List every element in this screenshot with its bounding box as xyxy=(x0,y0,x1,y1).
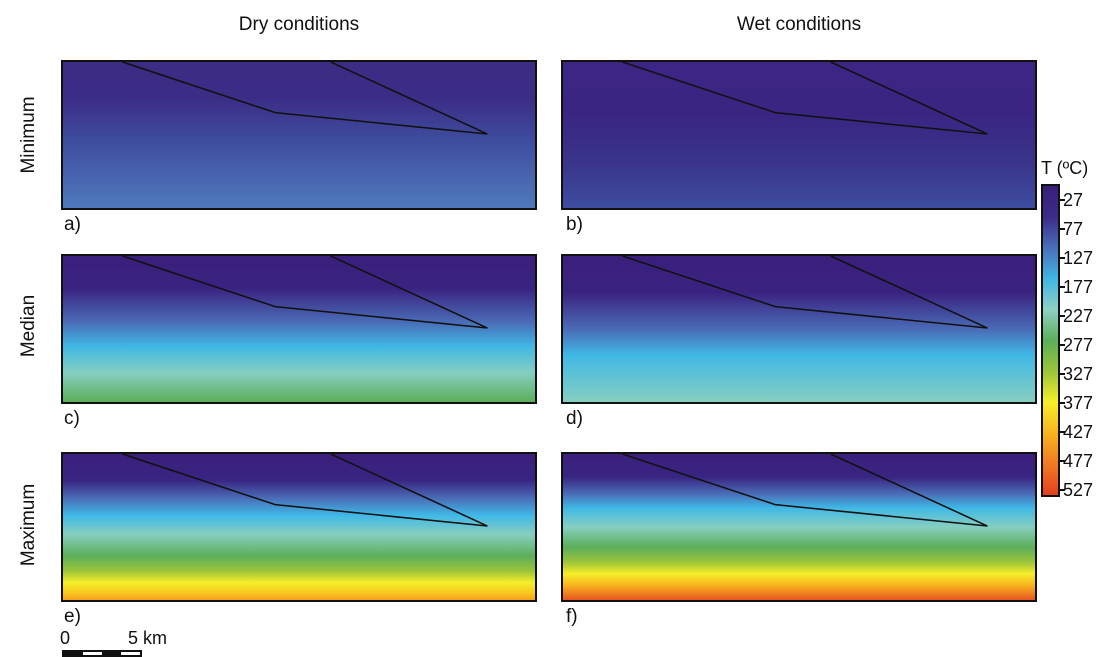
panel-label-c: c) xyxy=(64,408,80,429)
temperature-field-d xyxy=(563,256,1035,402)
panel-label-d: d) xyxy=(566,408,583,429)
colorbar-tick-label: 27 xyxy=(1063,190,1084,210)
panel-e xyxy=(61,452,537,602)
colorbar-tick-mark xyxy=(1058,344,1065,346)
colorbar-tick-mark xyxy=(1058,402,1065,404)
temperature-field-e xyxy=(63,454,535,600)
colorbar-tick-label: 527 xyxy=(1063,480,1094,500)
row-label-median: Median xyxy=(18,294,39,358)
colorbar-tick-label: 477 xyxy=(1063,451,1094,471)
column-title-dry: Dry conditions xyxy=(238,14,360,35)
fault-outline-a xyxy=(122,62,488,135)
colorbar-tick-mark xyxy=(1058,489,1065,491)
fault-outline-c xyxy=(122,256,488,329)
panel-label-e: e) xyxy=(64,606,81,627)
fault-outline-f xyxy=(622,454,988,527)
panel-d xyxy=(561,254,1037,404)
row-label-minimum: Minimum xyxy=(18,96,39,174)
panel-label-a: a) xyxy=(64,214,81,235)
colorbar-tick-mark xyxy=(1058,431,1065,433)
colorbar-tick-label: 377 xyxy=(1063,393,1094,413)
panel-label-f: f) xyxy=(566,606,578,627)
colorbar-tick-mark xyxy=(1058,199,1065,201)
temperature-field-c xyxy=(63,256,535,402)
colorbar-tick-mark xyxy=(1058,460,1065,462)
column-title-wet: Wet conditions xyxy=(736,14,862,35)
colorbar-tick-mark xyxy=(1058,373,1065,375)
scalebar-zero-label: 0 xyxy=(60,628,71,648)
colorbar-tick-mark xyxy=(1058,286,1065,288)
row-label-maximum: Maximum xyxy=(18,483,39,567)
colorbar-tick-label: 127 xyxy=(1063,248,1094,268)
panel-c xyxy=(61,254,537,404)
colorbar-tick-mark xyxy=(1058,315,1065,317)
panel-f xyxy=(561,452,1037,602)
colorbar-tick-label: 177 xyxy=(1063,277,1094,297)
temperature-field-f xyxy=(563,454,1035,600)
colorbar xyxy=(1041,184,1060,497)
colorbar-tick-label: 277 xyxy=(1063,335,1094,355)
fault-outline-e xyxy=(122,454,488,527)
panel-label-b: b) xyxy=(566,214,583,235)
temperature-field-a xyxy=(63,62,535,208)
colorbar-tick-label: 77 xyxy=(1063,219,1084,239)
colorbar-tick-label: 427 xyxy=(1063,422,1094,442)
colorbar-tick-label: 227 xyxy=(1063,306,1094,326)
colorbar-tick-mark xyxy=(1058,228,1065,230)
colorbar-tick-mark xyxy=(1058,257,1065,259)
scalebar-distance-label: 5 km xyxy=(128,628,168,648)
panel-b xyxy=(561,60,1037,210)
colorbar-title: T (ºC) xyxy=(1041,158,1089,178)
temperature-field-b xyxy=(563,62,1035,208)
colorbar-tick-label: 327 xyxy=(1063,364,1094,384)
panel-a xyxy=(61,60,537,210)
scalebar xyxy=(62,650,142,657)
fault-outline-b xyxy=(622,62,988,135)
fault-outline-d xyxy=(622,256,988,329)
